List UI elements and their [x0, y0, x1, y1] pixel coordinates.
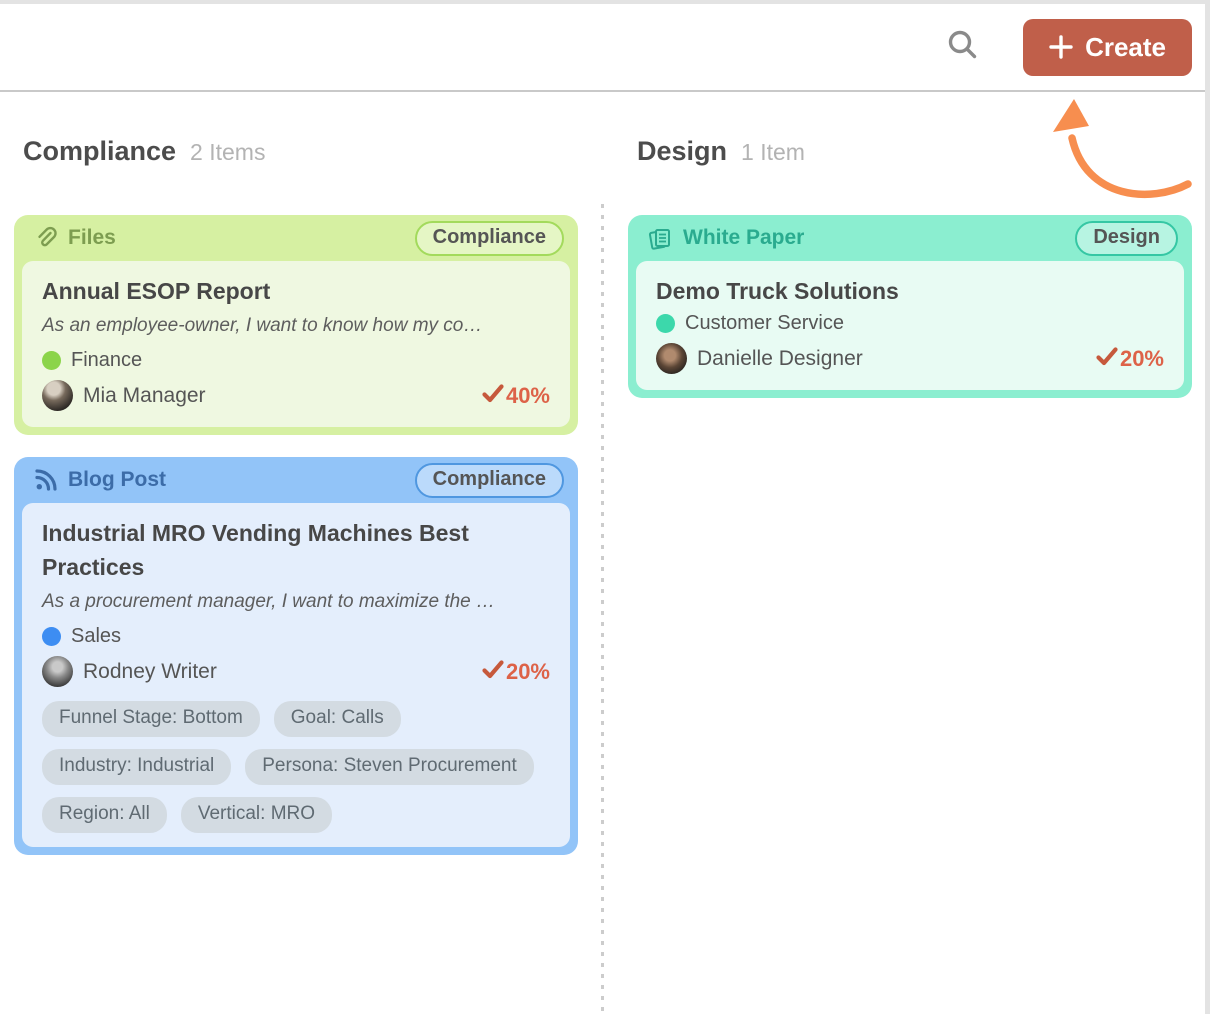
column-title: Design	[637, 136, 728, 166]
check-icon	[482, 383, 504, 409]
progress-indicator: 40%	[482, 383, 550, 409]
column-title: Compliance	[23, 136, 177, 166]
progress-indicator: 20%	[1096, 346, 1164, 372]
column-design: Design 1 Item White Paper	[603, 92, 1205, 1012]
search-button[interactable]	[943, 27, 983, 67]
avatar	[656, 343, 687, 374]
tag-industry[interactable]: Industry: Industrial	[42, 749, 232, 785]
tag-goal[interactable]: Goal: Calls	[273, 701, 401, 737]
assignee-name: Danielle Designer	[697, 346, 863, 370]
progress-percent: 20%	[1119, 345, 1164, 371]
column-divider	[601, 204, 604, 1012]
kanban-board: Compliance 2 Items Files Compliance Annu…	[0, 92, 1210, 1012]
progress-percent: 40%	[505, 382, 550, 408]
column-header: Compliance 2 Items	[23, 136, 603, 167]
card-annual-esop-report[interactable]: Files Compliance Annual ESOP Report As a…	[14, 215, 578, 435]
card-title: Industrial MRO Vending Machines Best Pra…	[42, 520, 469, 580]
status-badge[interactable]: Compliance	[414, 462, 564, 498]
category-row: Customer Service	[656, 312, 1164, 335]
content-type-label: Blog Post	[68, 468, 166, 491]
status-badge[interactable]: Design	[1075, 220, 1178, 256]
content-type-label: Files	[68, 226, 116, 249]
window-right-edge	[1205, 0, 1210, 1014]
assignee-name: Rodney Writer	[83, 659, 217, 683]
category-row: Sales	[42, 625, 550, 648]
column-header: Design 1 Item	[637, 136, 1205, 167]
avatar	[42, 380, 73, 411]
category-label: Customer Service	[685, 312, 844, 334]
paperclip-icon	[34, 226, 58, 250]
card-header: Blog Post Compliance	[22, 457, 570, 503]
create-button-label: Create	[1085, 31, 1166, 62]
category-label: Sales	[71, 625, 122, 647]
progress-percent: 20%	[505, 658, 550, 684]
tag-persona[interactable]: Persona: Steven Procurement	[245, 749, 534, 785]
card-demo-truck-solutions[interactable]: White Paper Design Demo Truck Solutions …	[628, 215, 1192, 398]
card-header: Files Compliance	[22, 215, 570, 261]
window-top-edge	[0, 0, 1210, 4]
tag-list: Funnel Stage: Bottom Goal: Calls Industr…	[42, 701, 550, 833]
card-body: Industrial MRO Vending Machines Best Pra…	[22, 503, 570, 847]
tag-region[interactable]: Region: All	[42, 797, 167, 833]
create-button[interactable]: Create	[1023, 18, 1192, 76]
avatar	[42, 656, 73, 687]
column-item-count: 2 Items	[190, 139, 266, 165]
card-list: Files Compliance Annual ESOP Report As a…	[14, 215, 603, 855]
check-icon	[482, 659, 504, 685]
card-title: Demo Truck Solutions	[656, 278, 899, 304]
category-dot	[42, 351, 61, 370]
category-dot	[42, 627, 61, 646]
rss-icon	[34, 468, 58, 492]
card-header: White Paper Design	[636, 215, 1184, 261]
progress-indicator: 20%	[482, 659, 550, 685]
card-body: Annual ESOP Report As an employee-owner,…	[22, 261, 570, 427]
search-icon	[946, 28, 980, 67]
assignee-row: Mia Manager 40%	[42, 380, 550, 411]
assignee-row: Danielle Designer 20%	[656, 343, 1164, 374]
card-description: As an employee-owner, I want to know how…	[42, 315, 483, 336]
topbar: Create	[0, 4, 1210, 92]
category-row: Finance	[42, 349, 550, 372]
column-compliance: Compliance 2 Items Files Compliance Annu…	[0, 92, 603, 1012]
column-item-count: 1 Item	[741, 139, 805, 165]
card-title: Annual ESOP Report	[42, 278, 271, 304]
assignee-name: Mia Manager	[83, 383, 206, 407]
assignee-row: Rodney Writer 20%	[42, 656, 550, 687]
check-icon	[1096, 346, 1118, 372]
card-industrial-mro[interactable]: Blog Post Compliance Industrial MRO Vend…	[14, 457, 578, 855]
category-dot	[656, 314, 675, 333]
card-description: As a procurement manager, I want to maxi…	[42, 591, 496, 612]
category-label: Finance	[71, 349, 143, 371]
tag-funnel-stage[interactable]: Funnel Stage: Bottom	[42, 701, 260, 737]
document-stack-icon	[648, 226, 673, 251]
card-body: Demo Truck Solutions Customer Service Da…	[636, 261, 1184, 390]
plus-icon	[1049, 35, 1073, 59]
tag-vertical[interactable]: Vertical: MRO	[180, 797, 333, 833]
content-type-label: White Paper	[683, 226, 805, 249]
card-list: White Paper Design Demo Truck Solutions …	[628, 215, 1205, 398]
status-badge[interactable]: Compliance	[414, 220, 564, 256]
